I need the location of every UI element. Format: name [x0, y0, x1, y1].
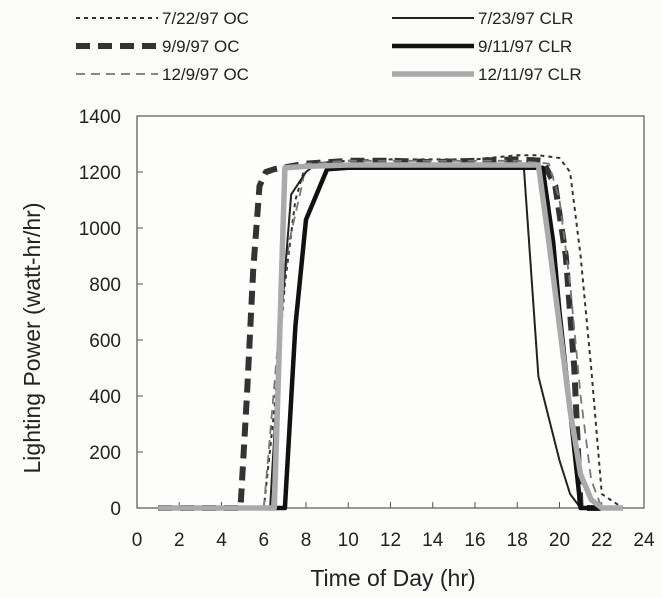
x-axis-title: Time of Day (hr) [310, 565, 475, 591]
y-axis: 0 200 400 600 800 1000 1200 1400 [79, 107, 143, 520]
legend: 7/22/97 OC 9/9/97 OC 12/9/97 OC 7/23/97 CLR… [76, 9, 582, 84]
x-axis: 0 2 4 6 8 10 12 14 16 18 20 22 24 [132, 502, 655, 551]
legend-label: 7/22/97 OC [162, 9, 249, 28]
x-tick-label: 22 [591, 530, 612, 551]
series-lines [158, 154, 624, 511]
y-axis-title: Lighting Power (watt-hr/hr) [19, 203, 45, 474]
y-tick-label: 1200 [79, 163, 121, 184]
legend-label: 12/11/97 CLR [478, 65, 582, 84]
x-tick-label: 14 [422, 530, 444, 551]
y-tick-label: 400 [89, 387, 121, 408]
x-tick-label: 16 [464, 530, 485, 551]
y-tick-label: 1400 [79, 107, 121, 128]
plot-frame [136, 115, 645, 509]
y-tick-label: 1000 [79, 219, 121, 240]
y-tick-label: 800 [89, 275, 121, 296]
x-tick-label: 10 [338, 530, 359, 551]
x-tick-label: 6 [258, 530, 269, 551]
y-tick-label: 0 [110, 499, 121, 520]
legend-label: 9/9/97 OC [162, 37, 240, 56]
x-tick-label: 12 [380, 530, 401, 551]
x-tick-label: 24 [633, 530, 655, 551]
x-tick-label: 2 [174, 530, 185, 551]
legend-label: 12/9/97 OC [162, 65, 249, 84]
y-tick-label: 200 [89, 443, 121, 464]
legend-label: 7/23/97 CLR [478, 9, 573, 28]
legend-label: 9/11/97 CLR [478, 37, 572, 56]
x-tick-label: 18 [507, 530, 528, 551]
series-line-6 [158, 162, 623, 511]
x-tick-label: 20 [549, 530, 570, 551]
y-tick-label: 600 [89, 331, 121, 352]
x-tick-label: 0 [132, 530, 143, 551]
series-line-3 [158, 159, 623, 509]
x-tick-label: 8 [301, 530, 312, 551]
x-tick-label: 4 [216, 530, 227, 551]
